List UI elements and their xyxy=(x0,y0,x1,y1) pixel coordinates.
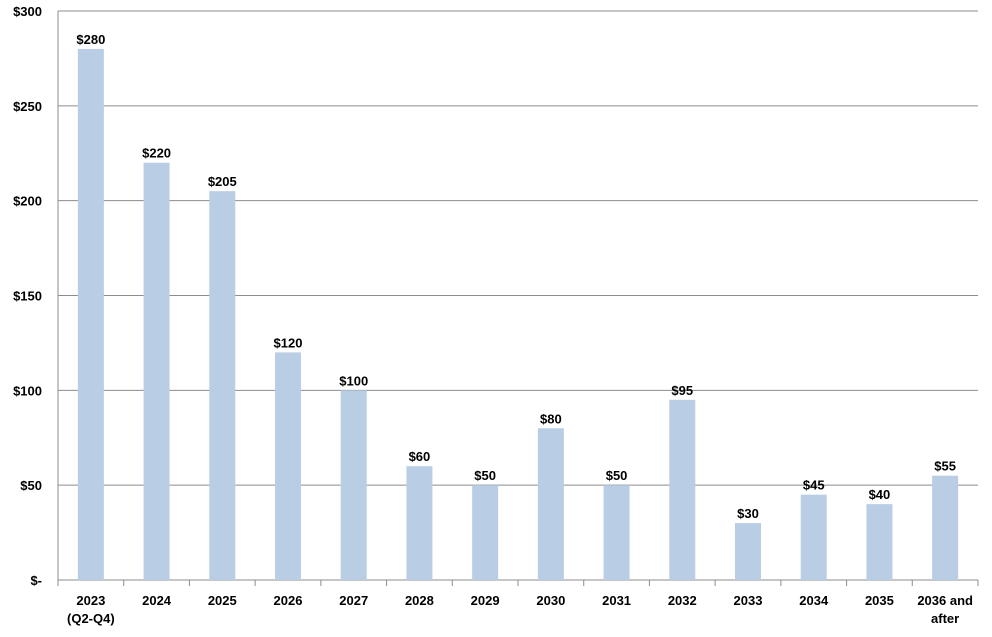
value-label: $220 xyxy=(142,146,171,161)
bar xyxy=(209,191,236,580)
x-tick-label: 2035 xyxy=(865,593,894,608)
y-tick-label: $150 xyxy=(13,289,42,304)
x-tick-label: 2023 (Q2-Q4) xyxy=(67,593,115,626)
bar xyxy=(866,504,893,580)
y-tick-label: $300 xyxy=(13,4,42,19)
bar xyxy=(472,485,499,580)
x-tick-label: 2036 and after xyxy=(917,593,973,626)
x-tick-label: 2034 xyxy=(799,593,829,608)
value-label: $40 xyxy=(869,487,891,502)
bar xyxy=(77,48,104,580)
value-label: $60 xyxy=(409,449,431,464)
bar xyxy=(735,523,761,580)
value-label: $80 xyxy=(540,411,562,426)
bar xyxy=(340,390,367,580)
x-tick-label: 2030 xyxy=(536,593,565,608)
bar xyxy=(932,475,959,580)
x-tick-label: 2032 xyxy=(668,593,697,608)
value-label: $205 xyxy=(208,174,237,189)
y-tick-label: $50 xyxy=(20,478,42,493)
x-tick-label: 2028 xyxy=(405,593,434,608)
y-tick-label: $250 xyxy=(13,99,42,114)
y-tick-label: $- xyxy=(30,573,42,588)
value-label: $55 xyxy=(934,459,956,474)
value-label: $50 xyxy=(474,468,496,483)
bar xyxy=(537,428,564,580)
x-tick-label: 2033 xyxy=(734,593,763,608)
value-label: $30 xyxy=(737,506,759,521)
value-label: $45 xyxy=(803,478,825,493)
bar xyxy=(143,162,170,580)
value-label: $280 xyxy=(76,32,105,47)
value-label: $50 xyxy=(606,468,628,483)
x-tick-label: 2027 xyxy=(339,593,368,608)
value-label: $120 xyxy=(274,335,303,350)
bar xyxy=(669,399,696,580)
bar xyxy=(275,352,301,580)
bar xyxy=(603,485,630,580)
x-tick-label: 2025 xyxy=(208,593,237,608)
bar xyxy=(406,466,433,580)
x-tick-label: 2024 xyxy=(142,593,172,608)
value-label: $95 xyxy=(671,383,693,398)
y-tick-label: $200 xyxy=(13,194,42,209)
bar xyxy=(800,494,827,580)
x-tick-label: 2029 xyxy=(471,593,500,608)
value-label: $100 xyxy=(339,373,368,388)
x-tick-label: 2026 xyxy=(274,593,303,608)
x-tick-label: 2031 xyxy=(602,593,631,608)
y-tick-label: $100 xyxy=(13,383,42,398)
